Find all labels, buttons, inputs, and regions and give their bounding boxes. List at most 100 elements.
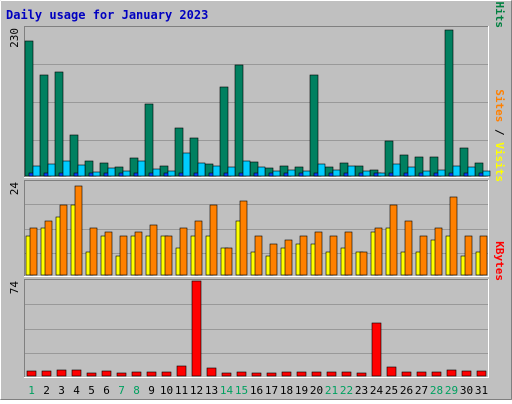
x-tick-label: 13 xyxy=(205,384,218,397)
x-tick-label: 5 xyxy=(88,384,95,397)
bar-sites xyxy=(44,220,53,276)
bar-hits xyxy=(39,74,49,177)
bar-kbytes xyxy=(251,372,262,377)
bar-kbytes xyxy=(296,371,307,377)
bar-kbytes xyxy=(56,369,67,377)
bar-sites xyxy=(119,235,128,276)
x-tick-label: 20 xyxy=(310,384,323,397)
series-legend-label: KBytes xyxy=(493,241,506,281)
bar-sites xyxy=(299,235,308,276)
bar-hits xyxy=(144,103,154,177)
bar-pages xyxy=(317,163,326,177)
x-tick-label: 19 xyxy=(295,384,308,397)
bar-pages xyxy=(77,164,86,177)
x-tick-label: 4 xyxy=(73,384,80,397)
y-max-label: 230 xyxy=(8,28,21,48)
bar-sites xyxy=(449,196,458,276)
bar-sites xyxy=(269,243,278,276)
bar-hits xyxy=(174,127,184,177)
legend-part: / xyxy=(493,0,506,2)
bar-hits xyxy=(24,40,34,177)
x-tick-label: 1 xyxy=(28,384,35,397)
legend-part: Visits xyxy=(493,142,506,182)
bar-pages xyxy=(452,165,461,177)
x-tick-label: 15 xyxy=(235,384,248,397)
bar-sites xyxy=(389,204,398,276)
bar-kbytes xyxy=(266,372,277,377)
bar-sites xyxy=(149,224,158,276)
bar-hits xyxy=(234,64,244,177)
bar-pages xyxy=(242,160,251,177)
bar-sites xyxy=(59,204,68,276)
bar-pages xyxy=(347,165,356,177)
bar-pages xyxy=(47,163,56,177)
bar-kbytes xyxy=(236,371,247,377)
x-tick-label: 7 xyxy=(118,384,125,397)
x-tick-label: 31 xyxy=(475,384,488,397)
bar-kbytes xyxy=(221,372,232,377)
panel-visits-sites: 24 Sites / Visits xyxy=(8,89,506,277)
x-tick-label: 30 xyxy=(460,384,473,397)
legend-part: Sites xyxy=(493,89,506,122)
panel-hits-files-pages: 230 Pages / Files / Hits xyxy=(8,0,506,178)
bar-pages xyxy=(302,170,311,177)
x-tick-label: 24 xyxy=(370,384,384,397)
bar-sites xyxy=(479,235,488,276)
bar-kbytes xyxy=(461,370,472,377)
bar-kbytes xyxy=(446,369,457,377)
bar-kbytes xyxy=(101,370,112,377)
bar-pages xyxy=(62,160,71,177)
bar-sites xyxy=(359,251,368,276)
x-tick-label: 18 xyxy=(280,384,293,397)
x-tick-label: 12 xyxy=(190,384,203,397)
bar-pages xyxy=(92,171,101,177)
bar-kbytes xyxy=(86,372,97,377)
bar-pages xyxy=(467,166,476,177)
bar-kbytes xyxy=(281,371,292,377)
x-tick-label: 23 xyxy=(355,384,368,397)
bar-kbytes xyxy=(146,371,157,377)
panel-kbytes: 74 KBytes xyxy=(8,241,506,378)
bar-sites xyxy=(464,235,473,276)
bar-pages xyxy=(32,165,41,177)
bar-pages xyxy=(167,170,176,177)
bar-hits xyxy=(219,86,229,177)
x-tick-label: 27 xyxy=(415,384,428,397)
bar-kbytes xyxy=(476,370,487,377)
bar-sites xyxy=(374,227,383,276)
bar-sites xyxy=(179,227,188,276)
series-hits xyxy=(24,29,484,177)
bar-sites xyxy=(29,227,38,276)
series-kbytes xyxy=(26,280,487,377)
bar-sites xyxy=(104,231,113,276)
bar-sites xyxy=(164,235,173,276)
x-tick-label: 2 xyxy=(43,384,50,397)
bar-kbytes xyxy=(356,372,367,377)
bar-pages xyxy=(332,169,341,177)
bar-sites xyxy=(419,235,428,276)
bar-pages xyxy=(152,168,161,177)
bar-sites xyxy=(314,231,323,276)
chart-title: Daily usage for January 2023 xyxy=(6,8,208,22)
plot-area xyxy=(24,279,489,378)
x-tick-label: 22 xyxy=(340,384,353,397)
bar-hits xyxy=(69,134,79,177)
series-legend-label: Pages / Files / Hits xyxy=(493,0,506,28)
bar-hits xyxy=(54,71,64,177)
x-tick-label: 21 xyxy=(325,384,338,397)
bar-sites xyxy=(239,200,248,276)
legend-part: KBytes xyxy=(493,241,506,281)
bar-pages xyxy=(182,152,191,177)
bar-hits xyxy=(309,74,319,177)
x-tick-label: 11 xyxy=(175,384,188,397)
bar-kbytes xyxy=(71,369,82,377)
x-tick-label: 29 xyxy=(445,384,458,397)
bar-sites xyxy=(254,235,263,276)
bar-hits xyxy=(444,29,454,177)
legend-part: / xyxy=(493,122,506,142)
x-axis-labels: 1 2 3 4 5 6 7 8 9 10 11 12 13 14 15 16 17 18 19 20 21 22 23 24 2… xyxy=(28,384,488,397)
x-tick-label: 26 xyxy=(400,384,413,397)
bar-kbytes xyxy=(431,371,442,377)
